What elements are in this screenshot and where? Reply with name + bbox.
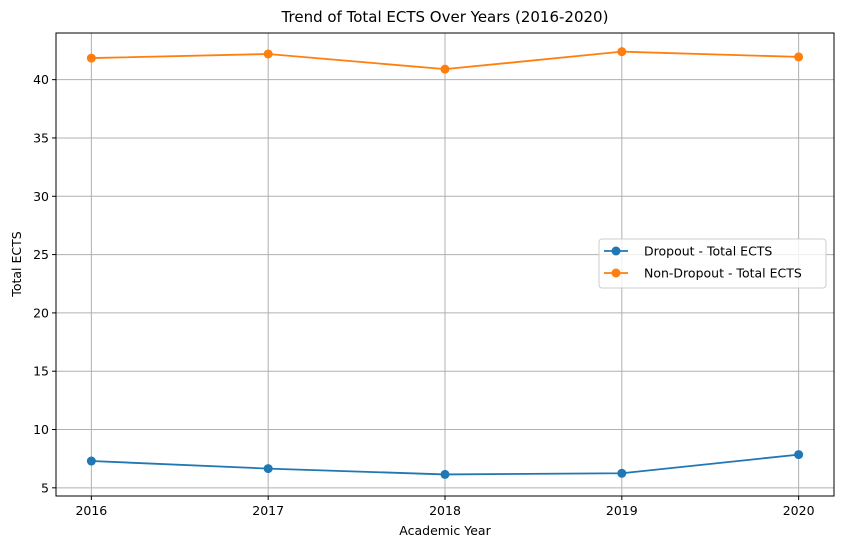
- legend-label: Non-Dropout - Total ECTS: [644, 266, 802, 281]
- chart-title: Trend of Total ECTS Over Years (2016-202…: [281, 8, 609, 26]
- legend-box: [598, 238, 827, 289]
- y-tick-label: 25: [33, 247, 49, 262]
- data-point: [617, 468, 627, 478]
- x-tick-label: 2016: [75, 503, 107, 518]
- data-point: [86, 456, 96, 466]
- series-dropout: [86, 450, 804, 479]
- y-axis-title: Total ECTS: [9, 231, 24, 297]
- data-point: [440, 64, 450, 74]
- y-tick-label: 10: [33, 422, 49, 437]
- x-tick-label: 2018: [429, 503, 461, 518]
- y-tick-label: 35: [33, 130, 49, 145]
- series-non-dropout: [86, 47, 804, 74]
- data-point: [794, 52, 804, 62]
- y-tick-label: 40: [33, 72, 49, 87]
- y-tick-label: 30: [33, 189, 49, 204]
- x-tick-label: 2019: [606, 503, 638, 518]
- legend-entry: Non-Dropout - Total ECTS: [604, 266, 802, 281]
- y-tick-label: 15: [33, 364, 49, 379]
- series-layer: [86, 47, 804, 479]
- legend-marker: [611, 268, 621, 278]
- data-point: [263, 49, 273, 59]
- data-point: [617, 47, 627, 57]
- y-axis: 5 10 15 20 25 30 35 40: [33, 72, 56, 495]
- legend-marker: [611, 246, 621, 256]
- y-tick-label: 5: [41, 480, 49, 495]
- y-tick-label: 20: [33, 305, 49, 320]
- x-axis-title: Academic Year: [399, 523, 491, 538]
- legend-label: Dropout - Total ECTS: [644, 244, 772, 259]
- data-point: [794, 450, 804, 460]
- x-tick-label: 2017: [252, 503, 284, 518]
- legend: Dropout - Total ECTS Non-Dropout - Total …: [598, 238, 827, 289]
- data-point: [263, 464, 273, 474]
- x-axis: 2016 2017 2018 2019 2020: [75, 496, 815, 518]
- legend-entry: Dropout - Total ECTS: [604, 244, 772, 259]
- data-point: [86, 53, 96, 63]
- x-tick-label: 2020: [783, 503, 815, 518]
- data-point: [440, 469, 450, 479]
